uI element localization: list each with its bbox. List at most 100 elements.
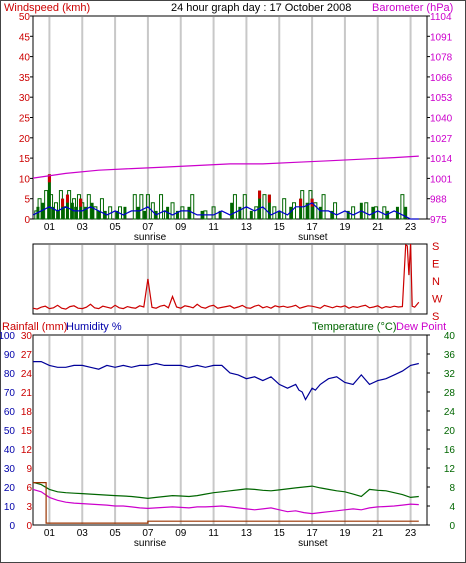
x-tick-23: 23 — [405, 222, 417, 233]
direction-tick-4: S — [432, 311, 439, 323]
wind-tick-35: 35 — [19, 73, 31, 84]
gust-bar — [159, 194, 164, 220]
direction-tick-3: W — [432, 294, 443, 306]
gust-bar — [132, 194, 137, 220]
wind-bar — [230, 202, 234, 219]
wind-bar — [47, 174, 51, 219]
wind-bar — [74, 206, 78, 219]
x-tick-17: 17 — [307, 528, 319, 539]
x-tick-01: 01 — [44, 222, 56, 233]
wind-bar — [238, 206, 242, 219]
wind-axis-label: Windspeed (kmh) — [4, 2, 90, 14]
gust-bar — [190, 194, 195, 220]
baro-tick-1040: 1040 — [430, 114, 453, 125]
wind-tick-50: 50 — [19, 12, 31, 23]
wind-bar — [249, 210, 253, 219]
temperature-line — [32, 481, 419, 500]
wind-bar — [187, 206, 191, 219]
baro-tick-1091: 1091 — [430, 32, 453, 43]
baro-tick-988: 988 — [430, 195, 447, 206]
baro-tick-1027: 1027 — [430, 134, 453, 145]
baro-tick-975: 975 — [430, 215, 447, 226]
wind-bar — [103, 210, 107, 219]
x-tick-07: 07 — [142, 528, 154, 539]
wind-bar — [267, 194, 271, 219]
wind-bar — [115, 210, 119, 219]
wind-bar — [330, 210, 334, 219]
sunset-label-bottom: sunset — [298, 538, 328, 549]
gust-bar — [211, 206, 216, 220]
wind-bar — [258, 190, 262, 219]
wind-bar — [218, 210, 222, 219]
humidity-axis-label: Humidity % — [66, 321, 122, 333]
temp-tick-16: 16 — [444, 445, 456, 456]
wind-tick-0: 0 — [24, 215, 30, 226]
x-tick-07: 07 — [142, 222, 154, 233]
barometer-line — [32, 155, 419, 179]
gust-bar — [139, 194, 144, 220]
x-tick-11: 11 — [208, 528, 219, 539]
wind-peak-bar — [258, 190, 262, 199]
wind-bar — [346, 210, 350, 219]
gust-bar — [93, 206, 98, 220]
gust-bar — [254, 206, 259, 220]
gust-bar — [180, 206, 185, 220]
wind-plot-area — [32, 15, 428, 220]
sunset-label: sunset — [298, 232, 328, 243]
humidity-tick-40: 40 — [4, 445, 16, 456]
wind-bar — [84, 206, 88, 219]
wind-bar — [289, 206, 293, 219]
gust-bar — [292, 202, 297, 220]
direction-tick-1: E — [432, 259, 439, 271]
direction-tick-2: N — [432, 276, 440, 288]
temp-tick-20: 20 — [444, 426, 456, 437]
x-tick-03: 03 — [77, 222, 89, 233]
temp-tick-12: 12 — [444, 464, 456, 475]
humidity-tick-10: 10 — [4, 502, 16, 513]
humidity-tick-50: 50 — [4, 426, 16, 437]
wind-tick-40: 40 — [19, 53, 31, 64]
wind-tick-25: 25 — [19, 114, 31, 125]
x-tick-15: 15 — [274, 222, 286, 233]
wind-tick-5: 5 — [24, 195, 30, 206]
wind-bar — [299, 198, 303, 219]
wind-bar — [41, 202, 45, 219]
humidity-tick-90: 90 — [4, 350, 16, 361]
wind-peak-bar — [47, 174, 51, 183]
wind-bar — [305, 202, 309, 219]
temp-tick-8: 8 — [449, 483, 455, 494]
humidity-tick-0: 0 — [9, 521, 15, 532]
dew-axis-label: Dew Point — [396, 321, 446, 333]
x-tick-19: 19 — [339, 222, 351, 233]
gust-bar — [364, 202, 369, 220]
rain-tick-6: 6 — [26, 483, 32, 494]
x-tick-09: 09 — [175, 222, 187, 233]
temp-tick-40: 40 — [444, 331, 456, 342]
humidity-tick-100: 100 — [0, 331, 15, 342]
wind-bar — [97, 210, 101, 219]
gust-bar — [351, 206, 356, 220]
temp-tick-0: 0 — [449, 521, 455, 532]
wind-direction-line — [32, 243, 420, 310]
gust-bar — [170, 202, 175, 220]
baro-tick-1014: 1014 — [430, 154, 453, 165]
humidity-tick-60: 60 — [4, 407, 16, 418]
rain-axis-label: Rainfall (mm) — [2, 321, 67, 333]
direction-tick-0: S — [432, 241, 439, 253]
wind-bar — [175, 210, 179, 219]
wind-tick-15: 15 — [19, 154, 31, 165]
wind-bar — [90, 202, 94, 219]
gust-bar — [321, 194, 326, 220]
x-tick-21: 21 — [372, 528, 384, 539]
rain-tick-15: 15 — [21, 426, 33, 437]
wind-bar — [404, 206, 408, 219]
wind-peak-bar — [65, 194, 69, 203]
wind-bar — [386, 210, 390, 219]
x-tick-01: 01 — [44, 528, 56, 539]
x-tick-11: 11 — [208, 222, 219, 233]
temp-tick-32: 32 — [444, 369, 456, 380]
humidity-tick-70: 70 — [4, 388, 16, 399]
rain-tick-24: 24 — [21, 369, 33, 380]
gust-bar — [232, 194, 237, 220]
